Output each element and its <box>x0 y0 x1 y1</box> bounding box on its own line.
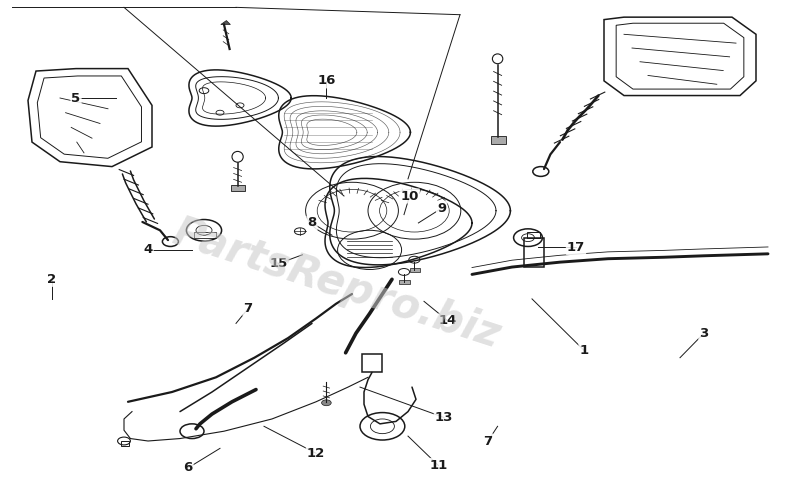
Text: 9: 9 <box>437 202 446 215</box>
Text: 7: 7 <box>243 302 253 315</box>
Text: 12: 12 <box>307 447 325 460</box>
Text: 16: 16 <box>318 74 335 87</box>
Text: 14: 14 <box>439 315 457 327</box>
FancyBboxPatch shape <box>410 268 420 272</box>
Text: 17: 17 <box>567 241 585 254</box>
Text: 5: 5 <box>71 92 81 104</box>
Text: 15: 15 <box>270 257 287 270</box>
Circle shape <box>322 400 331 406</box>
Text: PartsRepro.biz: PartsRepro.biz <box>166 211 506 357</box>
Text: 7: 7 <box>483 435 493 447</box>
Text: 2: 2 <box>47 273 57 286</box>
Text: 6: 6 <box>183 462 193 474</box>
Polygon shape <box>221 21 230 24</box>
Text: 10: 10 <box>401 190 418 202</box>
FancyBboxPatch shape <box>231 185 245 191</box>
Text: 3: 3 <box>699 327 709 340</box>
Text: 1: 1 <box>579 344 589 357</box>
FancyBboxPatch shape <box>491 136 506 144</box>
Text: 13: 13 <box>435 411 453 424</box>
Text: 4: 4 <box>143 244 153 256</box>
FancyBboxPatch shape <box>399 280 410 284</box>
Text: 11: 11 <box>430 459 447 472</box>
Text: 8: 8 <box>307 217 317 229</box>
